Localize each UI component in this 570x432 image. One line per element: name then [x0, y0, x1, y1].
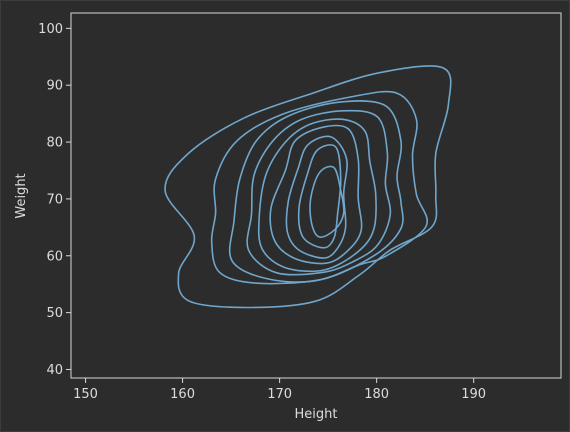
y-tick-label: 50 — [46, 306, 63, 321]
x-tick-label: 150 — [73, 387, 98, 402]
y-axis-ticks: 40 50 60 70 80 90 100 — [38, 22, 71, 378]
contour-layer — [164, 65, 452, 309]
y-tick-label: 40 — [46, 363, 63, 378]
x-tick-label: 160 — [170, 387, 195, 402]
axes-background — [71, 13, 561, 378]
y-tick-label: 70 — [46, 192, 63, 207]
y-axis-label: Weight — [14, 173, 29, 218]
x-axis-label: Height — [295, 407, 338, 422]
contour-line-1 — [164, 65, 452, 309]
contour-line-8 — [297, 144, 342, 249]
contour-line-2 — [210, 90, 429, 285]
x-tick-label: 170 — [267, 387, 292, 402]
x-axis-ticks: 150 160 170 180 190 — [73, 378, 486, 402]
x-tick-label: 180 — [364, 387, 389, 402]
y-tick-label: 90 — [46, 79, 63, 94]
x-tick-label: 190 — [461, 387, 486, 402]
contour-line-6 — [269, 124, 363, 265]
axes-frame — [70, 12, 562, 379]
y-tick-label: 80 — [46, 136, 63, 151]
contour-line-5 — [257, 118, 377, 273]
contour-line-3 — [228, 100, 404, 283]
y-tick-label: 100 — [38, 22, 63, 37]
y-tick-label: 60 — [46, 249, 63, 264]
contour-line-4 — [246, 109, 392, 276]
contour-line-7 — [285, 135, 348, 259]
axes-spines — [70, 12, 562, 379]
contour-line-9 — [309, 165, 345, 238]
